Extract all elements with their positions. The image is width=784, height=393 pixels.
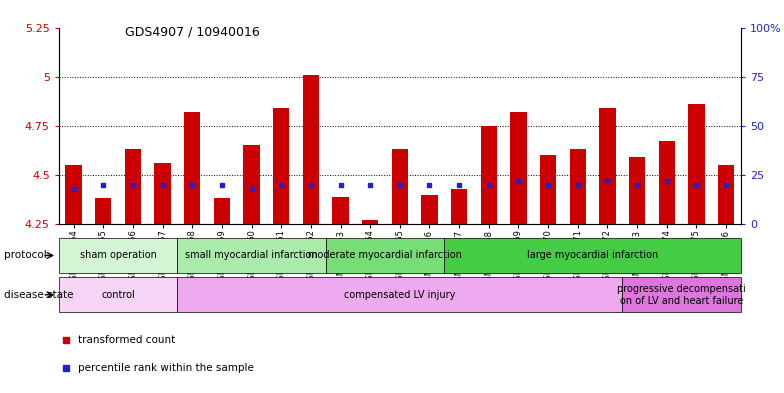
Text: progressive decompensati
on of LV and heart failure: progressive decompensati on of LV and he… — [617, 284, 746, 305]
Text: disease state: disease state — [4, 290, 74, 300]
Bar — [154, 163, 171, 224]
Bar — [622, 277, 741, 312]
Bar — [451, 189, 467, 224]
Bar — [659, 141, 675, 224]
Text: small myocardial infarction: small myocardial infarction — [185, 250, 318, 261]
Bar — [445, 238, 741, 273]
Bar — [177, 238, 325, 273]
Text: moderate myocardial infarction: moderate myocardial infarction — [308, 250, 462, 261]
Bar — [421, 195, 437, 224]
Bar — [629, 157, 645, 224]
Bar — [66, 165, 82, 224]
Bar — [214, 198, 230, 224]
Text: transformed count: transformed count — [78, 335, 175, 345]
Bar — [481, 126, 497, 224]
Bar — [59, 238, 177, 273]
Bar — [303, 75, 319, 224]
Text: percentile rank within the sample: percentile rank within the sample — [78, 362, 253, 373]
Bar — [688, 104, 705, 224]
Bar — [332, 196, 349, 224]
Text: sham operation: sham operation — [80, 250, 157, 261]
Text: control: control — [101, 290, 135, 300]
Bar — [570, 149, 586, 224]
Bar — [540, 155, 557, 224]
Bar — [59, 277, 177, 312]
Bar — [177, 277, 622, 312]
Bar — [184, 112, 201, 224]
Text: compensated LV injury: compensated LV injury — [344, 290, 456, 300]
Bar — [95, 198, 111, 224]
Bar — [325, 238, 445, 273]
Text: protocol: protocol — [4, 250, 47, 261]
Bar — [392, 149, 408, 224]
Bar — [243, 145, 260, 224]
Bar — [510, 112, 527, 224]
Text: large myocardial infarction: large myocardial infarction — [527, 250, 659, 261]
Bar — [599, 108, 615, 224]
Bar — [362, 220, 379, 224]
Bar — [718, 165, 734, 224]
Text: GDS4907 / 10940016: GDS4907 / 10940016 — [125, 26, 260, 39]
Bar — [273, 108, 289, 224]
Bar — [125, 149, 141, 224]
